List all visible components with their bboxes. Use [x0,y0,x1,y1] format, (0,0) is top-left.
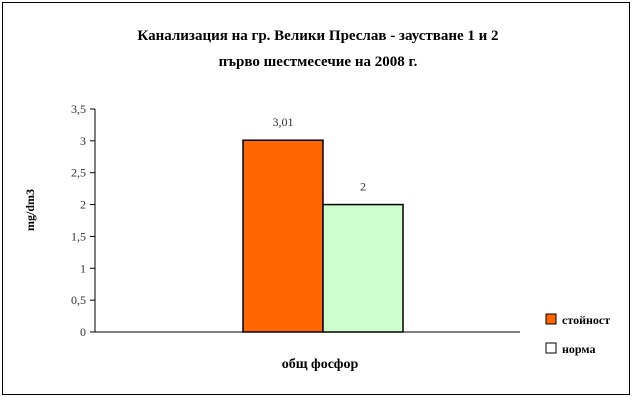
y-tick-label: 1 [80,261,86,275]
bar-data-label: 2 [360,180,366,194]
chart-title: Канализация на гр. Велики Преслав - заус… [137,28,498,44]
y-tick-label: 2,5 [71,166,86,180]
bar-value [242,139,324,333]
y-tick-label: 0 [80,325,86,339]
legend: стойност норма [545,313,610,356]
y-tick-label: 3 [80,134,86,148]
category-label: общ фосфор [282,357,359,372]
chart-subtitle: първо шестмесечие на 2008 г. [219,54,418,70]
bar-norm [322,203,404,333]
y-tick-label: 3,5 [71,102,86,116]
legend-label-norm: норма [562,342,596,356]
axes: 0 0,5 1 1,5 2 2,5 3 3,5 [71,102,520,339]
y-tick-label: 1,5 [71,229,86,243]
legend-label-value: стойност [562,313,610,327]
y-axis-label: mg/dm3 [23,189,37,231]
bars: 3,01 2 [242,115,404,333]
y-tick-label: 0,5 [71,293,86,307]
y-tick-label: 2 [80,198,86,212]
legend-swatch-norm [545,342,557,354]
legend-swatch-value [545,313,557,325]
bar-data-label: 3,01 [273,115,294,129]
